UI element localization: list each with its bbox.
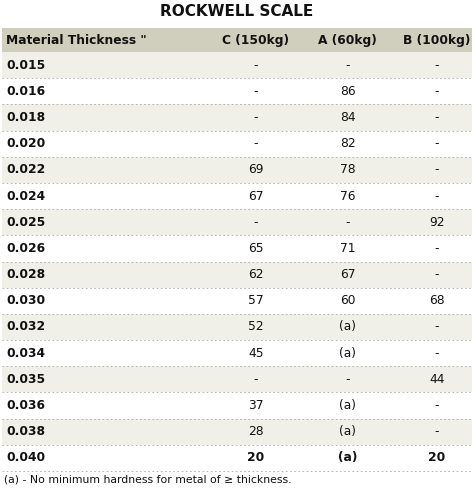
Text: -: - bbox=[435, 85, 439, 98]
Text: 92: 92 bbox=[429, 216, 445, 229]
Text: 69: 69 bbox=[248, 163, 264, 176]
Text: 0.034: 0.034 bbox=[6, 347, 45, 360]
Text: -: - bbox=[435, 320, 439, 333]
Text: (a): (a) bbox=[339, 399, 356, 412]
Text: 0.015: 0.015 bbox=[6, 58, 45, 71]
Text: (a): (a) bbox=[339, 347, 356, 360]
Text: (a): (a) bbox=[338, 452, 357, 465]
Text: 0.025: 0.025 bbox=[6, 216, 45, 229]
Text: ROCKWELL SCALE: ROCKWELL SCALE bbox=[160, 4, 314, 19]
Bar bbox=[2, 261, 472, 288]
Text: -: - bbox=[435, 347, 439, 360]
Text: C (150kg): C (150kg) bbox=[222, 33, 289, 46]
Bar bbox=[2, 340, 472, 366]
Text: 60: 60 bbox=[340, 294, 355, 307]
Text: -: - bbox=[435, 190, 439, 203]
Text: -: - bbox=[254, 373, 258, 386]
Text: 0.035: 0.035 bbox=[6, 373, 45, 386]
Text: 0.036: 0.036 bbox=[6, 399, 45, 412]
Text: B (100kg): B (100kg) bbox=[403, 33, 470, 46]
Bar bbox=[2, 445, 472, 471]
Text: 65: 65 bbox=[248, 242, 264, 255]
Text: 0.020: 0.020 bbox=[6, 137, 45, 150]
Text: 71: 71 bbox=[340, 242, 355, 255]
Bar bbox=[2, 236, 472, 261]
Text: 45: 45 bbox=[248, 347, 264, 360]
Text: 44: 44 bbox=[429, 373, 445, 386]
Text: -: - bbox=[435, 425, 439, 438]
Bar bbox=[2, 392, 472, 419]
Bar bbox=[2, 366, 472, 392]
Text: (a) - No minimum hardness for metal of ≥ thickness.: (a) - No minimum hardness for metal of ≥… bbox=[4, 475, 292, 485]
Text: 0.032: 0.032 bbox=[6, 320, 45, 333]
Text: -: - bbox=[435, 58, 439, 71]
Text: 57: 57 bbox=[248, 294, 264, 307]
Text: 52: 52 bbox=[248, 320, 264, 333]
Text: (a): (a) bbox=[339, 425, 356, 438]
Text: -: - bbox=[345, 58, 350, 71]
Text: 0.024: 0.024 bbox=[6, 190, 45, 203]
Bar bbox=[2, 131, 472, 157]
Text: -: - bbox=[345, 216, 350, 229]
Bar bbox=[2, 183, 472, 209]
Text: 0.038: 0.038 bbox=[6, 425, 45, 438]
Bar bbox=[2, 28, 472, 52]
Text: 0.016: 0.016 bbox=[6, 85, 45, 98]
Text: 0.022: 0.022 bbox=[6, 163, 45, 176]
Text: 0.028: 0.028 bbox=[6, 268, 45, 281]
Text: -: - bbox=[435, 268, 439, 281]
Text: -: - bbox=[345, 373, 350, 386]
Text: 62: 62 bbox=[248, 268, 264, 281]
Text: 78: 78 bbox=[340, 163, 355, 176]
Bar bbox=[2, 288, 472, 314]
Text: -: - bbox=[435, 137, 439, 150]
Text: -: - bbox=[254, 85, 258, 98]
Text: 68: 68 bbox=[429, 294, 445, 307]
Text: 20: 20 bbox=[428, 452, 446, 465]
Text: -: - bbox=[435, 111, 439, 124]
Text: -: - bbox=[254, 111, 258, 124]
Bar bbox=[2, 157, 472, 183]
Text: 0.018: 0.018 bbox=[6, 111, 45, 124]
Bar bbox=[2, 52, 472, 78]
Text: 67: 67 bbox=[248, 190, 264, 203]
Bar bbox=[2, 314, 472, 340]
Text: -: - bbox=[435, 242, 439, 255]
Text: -: - bbox=[435, 399, 439, 412]
Bar bbox=[2, 419, 472, 445]
Bar bbox=[2, 209, 472, 236]
Text: 82: 82 bbox=[340, 137, 355, 150]
Text: 0.040: 0.040 bbox=[6, 452, 45, 465]
Text: 20: 20 bbox=[247, 452, 264, 465]
Text: -: - bbox=[254, 216, 258, 229]
Text: 0.030: 0.030 bbox=[6, 294, 45, 307]
Text: 37: 37 bbox=[248, 399, 264, 412]
Bar bbox=[2, 104, 472, 131]
Text: A (60kg): A (60kg) bbox=[318, 33, 377, 46]
Text: -: - bbox=[254, 58, 258, 71]
Text: (a): (a) bbox=[339, 320, 356, 333]
Text: 67: 67 bbox=[340, 268, 355, 281]
Text: -: - bbox=[435, 163, 439, 176]
Text: 86: 86 bbox=[340, 85, 355, 98]
Text: Material Thickness ": Material Thickness " bbox=[6, 33, 146, 46]
Text: 76: 76 bbox=[340, 190, 355, 203]
Text: 84: 84 bbox=[340, 111, 355, 124]
Text: 28: 28 bbox=[248, 425, 264, 438]
Bar bbox=[2, 78, 472, 104]
Text: -: - bbox=[254, 137, 258, 150]
Text: 0.026: 0.026 bbox=[6, 242, 45, 255]
